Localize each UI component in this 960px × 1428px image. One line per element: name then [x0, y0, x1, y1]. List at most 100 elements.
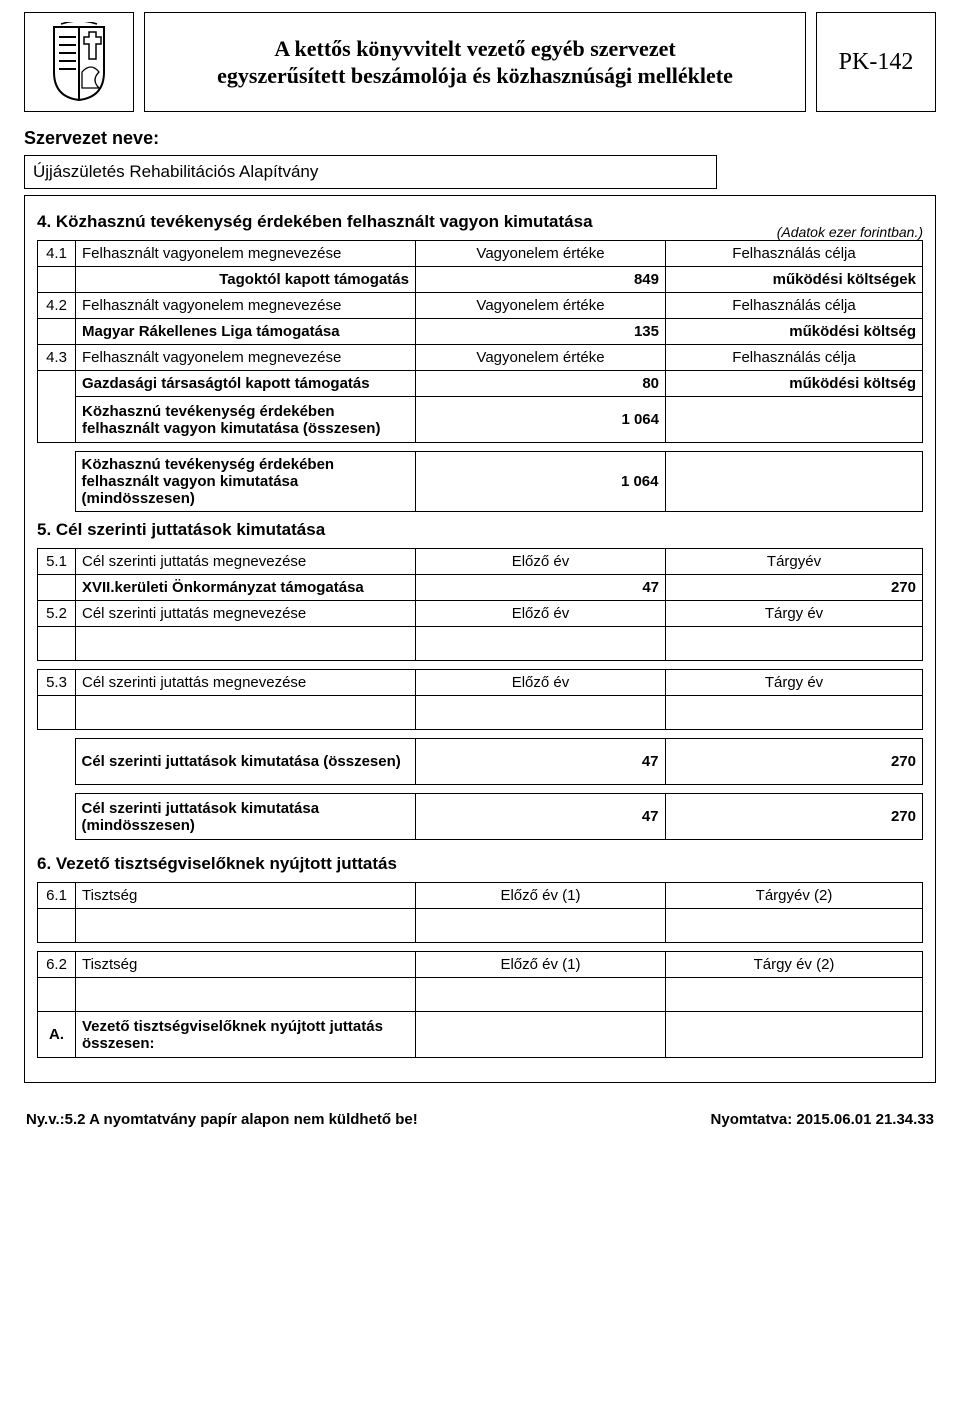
cell-blank: [416, 978, 666, 1012]
cell-blank: [416, 627, 666, 661]
cell-value: 80: [416, 371, 666, 397]
row-6-A: A. Vezető tisztségviselőknek nyújtott ju…: [38, 1012, 923, 1058]
cell-right: Felhasználás célja: [666, 345, 923, 371]
row-5-sum: Cél szerinti juttatások kimutatása (össz…: [37, 739, 923, 785]
section5-sum-table: Cél szerinti juttatások kimutatása (össz…: [37, 738, 923, 785]
cell-mid: Előző év (1): [416, 883, 666, 909]
cell-blank: [38, 978, 76, 1012]
cell-purpose: működési költségek: [666, 267, 923, 293]
cell-num: 6.1: [38, 883, 76, 909]
form-code: PK-142: [816, 12, 936, 112]
row-4-sum: Közhasznú tevékenység érdekében felhaszn…: [38, 397, 923, 443]
cell-num: 5.2: [38, 601, 76, 627]
cell-prev: 47: [416, 575, 666, 601]
cell-desc: XVII.kerületi Önkormányzat támogatása: [76, 575, 416, 601]
cell-blank: [38, 319, 76, 345]
cell-curr: 270: [665, 739, 923, 785]
section6-table-b: 6.2 Tisztség Előző év (1) Tárgy év (2) A…: [37, 951, 923, 1058]
cell-mid: Előző év: [416, 549, 666, 575]
cell-value: 849: [416, 267, 666, 293]
cell-desc: Magyar Rákellenes Liga támogatása: [76, 319, 416, 345]
footer-right: Nyomtatva: 2015.06.01 21.34.33: [711, 1111, 934, 1128]
row-4-2-data: Magyar Rákellenes Liga támogatása 135 mű…: [38, 319, 923, 345]
cell-num: A.: [38, 1012, 76, 1058]
cell-right: Tárgyév: [666, 549, 923, 575]
cell-right: Felhasználás célja: [666, 241, 923, 267]
cell-desc: Vezető tisztségviselőknek nyújtott jutta…: [76, 1012, 416, 1058]
form-title: A kettős könyvvitelt vezető egyéb szerve…: [144, 12, 806, 112]
units-note: (Adatok ezer forintban.): [777, 224, 923, 240]
cell-blank: [76, 978, 416, 1012]
cell-blank: [38, 627, 76, 661]
cell-num: 6.2: [38, 952, 76, 978]
row-5-grand: Cél szerinti juttatások kimutatása (mind…: [37, 794, 923, 840]
row-6-2-data: [38, 978, 923, 1012]
cell-purpose: működési költség: [666, 319, 923, 345]
cell-blank: [38, 909, 76, 943]
cell-num: 5.1: [38, 549, 76, 575]
cell-num: 5.3: [38, 670, 76, 696]
cell-desc: Felhasznált vagyonelem megnevezése: [76, 345, 416, 371]
cell-num: 4.2: [38, 293, 76, 319]
cell-blank: [76, 909, 416, 943]
section5-table-a: 5.1 Cél szerinti juttatás megnevezése El…: [37, 548, 923, 661]
cell-blank: [38, 575, 76, 601]
section6-title: 6. Vezető tisztségviselőknek nyújtott ju…: [37, 854, 923, 874]
row-4-1-data: Tagoktól kapott támogatás 849 működési k…: [38, 267, 923, 293]
cell-desc: Felhasznált vagyonelem megnevezése: [76, 241, 416, 267]
section6-table-a: 6.1 Tisztség Előző év (1) Tárgyév (2): [37, 882, 923, 943]
cell-value: 1 064: [416, 397, 666, 443]
cell-desc: Közhasznú tevékenység érdekében felhaszn…: [75, 452, 415, 512]
cell-blank: [37, 452, 75, 512]
row-5-2-data: [38, 627, 923, 661]
row-5-1: 5.1 Cél szerinti juttatás megnevezése El…: [38, 549, 923, 575]
section5-title: 5. Cél szerinti juttatások kimutatása: [37, 520, 923, 540]
section5-grand-table: Cél szerinti juttatások kimutatása (mind…: [37, 793, 923, 840]
cell-blank: [38, 371, 76, 443]
cell-blank: [666, 978, 923, 1012]
cell-mid: Előző év (1): [416, 952, 666, 978]
cell-desc: Cél szerinti juttatások kimutatása (mind…: [75, 794, 415, 840]
cell-purpose: működési költség: [666, 371, 923, 397]
cell-prev: 47: [415, 739, 665, 785]
form-title-line1: A kettős könyvvitelt vezető egyéb szerve…: [274, 36, 675, 61]
cell-desc: Cél szerinti juttatás megnevezése: [76, 549, 416, 575]
footer-left: Ny.v.:5.2 A nyomtatvány papír alapon nem…: [26, 1111, 418, 1128]
section5-table-b: 5.3 Cél szerinti jutattás megnevezése El…: [37, 669, 923, 730]
cell-blank: [666, 397, 923, 443]
cell-desc: Tisztség: [76, 952, 416, 978]
cell-blank: [666, 1012, 923, 1058]
cell-blank: [37, 794, 75, 840]
cell-blank: [416, 909, 666, 943]
logo-box: [24, 12, 134, 112]
cell-blank: [76, 696, 416, 730]
row-4-grand: Közhasznú tevékenység érdekében felhaszn…: [37, 452, 923, 512]
section4-title: 4. Közhasznú tevékenység érdekében felha…: [37, 212, 593, 232]
cell-desc: Cél szerinti jutattás megnevezése: [76, 670, 416, 696]
cell-mid: Előző év: [416, 601, 666, 627]
cell-curr: 270: [666, 575, 923, 601]
cell-right: Felhasználás célja: [666, 293, 923, 319]
section4-table: 4.1 Felhasznált vagyonelem megnevezése V…: [37, 240, 923, 443]
row-6-1: 6.1 Tisztség Előző év (1) Tárgyév (2): [38, 883, 923, 909]
cell-blank: [37, 739, 75, 785]
cell-value: 1 064: [415, 452, 665, 512]
form-title-line2: egyszerűsített beszámolója és közhasznús…: [217, 63, 733, 88]
cell-desc: Tagoktól kapott támogatás: [76, 267, 416, 293]
org-label: Szervezet neve:: [24, 128, 936, 149]
cell-blank: [416, 696, 666, 730]
cell-blank: [666, 627, 923, 661]
cell-mid: Vagyonelem értéke: [416, 241, 666, 267]
cell-blank: [416, 1012, 666, 1058]
cell-right: Tárgy év: [666, 601, 923, 627]
cell-mid: Vagyonelem értéke: [416, 293, 666, 319]
row-5-2: 5.2 Cél szerinti juttatás megnevezése El…: [38, 601, 923, 627]
cell-desc: Cél szerinti juttatás megnevezése: [76, 601, 416, 627]
cell-desc: Cél szerinti juttatások kimutatása (össz…: [75, 739, 415, 785]
cell-right: Tárgy év: [666, 670, 923, 696]
cell-desc: Tisztség: [76, 883, 416, 909]
row-6-2: 6.2 Tisztség Előző év (1) Tárgy év (2): [38, 952, 923, 978]
row-5-3: 5.3 Cél szerinti jutattás megnevezése El…: [38, 670, 923, 696]
cell-blank: [76, 627, 416, 661]
cell-blank: [38, 696, 76, 730]
